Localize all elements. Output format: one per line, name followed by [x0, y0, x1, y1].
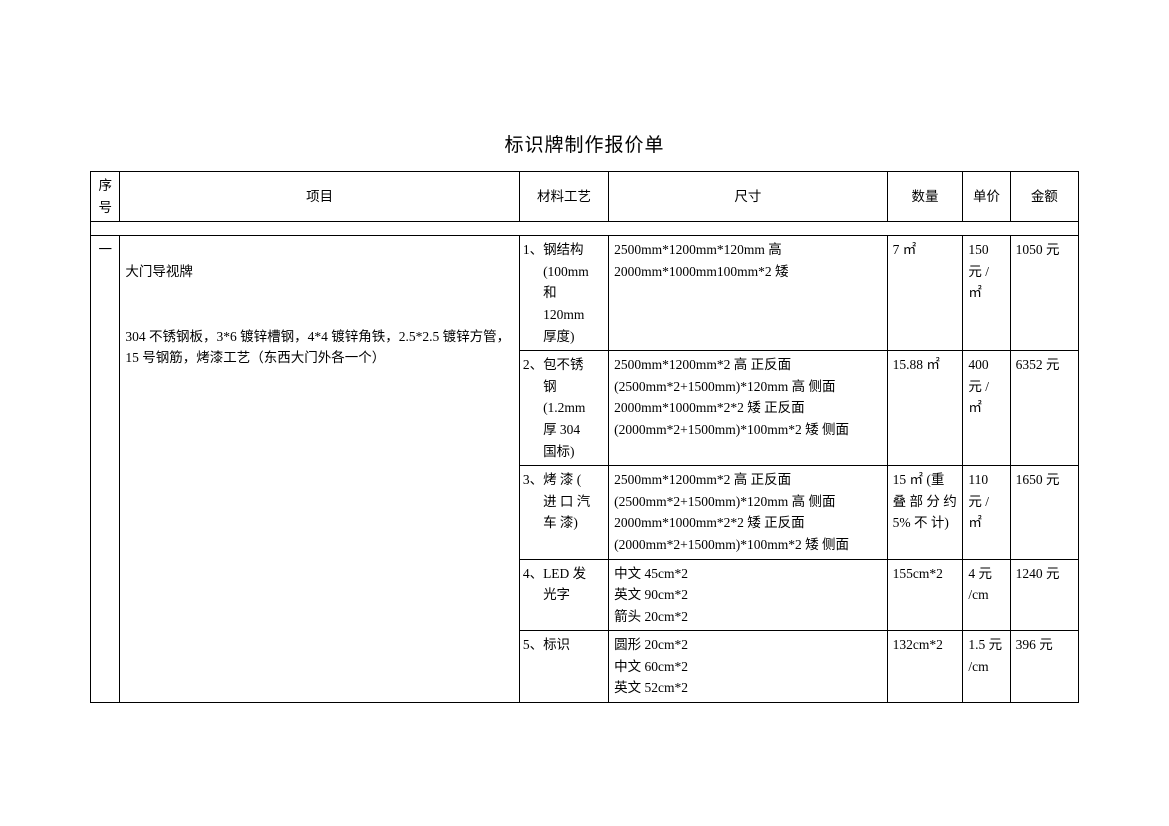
quote-table: 序号 项目 材料工艺 尺寸 数量 单价 金额 一 大门导视牌 304 不锈钢板，… — [90, 171, 1079, 703]
mat-text: 包不锈钢 (1.2mm 厚 304 国标) — [543, 354, 591, 462]
table-row: 一 大门导视牌 304 不锈钢板，3*6 镀锌槽钢，4*4 镀锌角铁，2.5*2… — [91, 236, 1079, 351]
header-seq: 序号 — [91, 172, 120, 222]
header-size: 尺寸 — [609, 172, 888, 222]
cell-size: 中文 45cm*2 英文 90cm*2 箭头 20cm*2 — [609, 559, 888, 631]
cell-material: 3、烤 漆 ( 进 口 汽 车 漆) — [519, 466, 608, 559]
cell-material: 5、标识 — [519, 631, 608, 703]
mat-num: 2、 — [523, 354, 543, 376]
mat-text: 烤 漆 ( 进 口 汽 车 漆) — [543, 469, 591, 534]
page-title: 标识牌制作报价单 — [90, 130, 1079, 157]
cell-material: 2、包不锈钢 (1.2mm 厚 304 国标) — [519, 351, 608, 466]
mat-text: LED 发光字 — [543, 563, 591, 606]
mat-text: 钢结构 (100mm 和 120mm 厚度) — [543, 239, 591, 347]
item-line2: 304 不锈钢板，3*6 镀锌槽钢，4*4 镀锌角铁，2.5*2.5 镀锌方管，… — [125, 329, 510, 366]
cell-price: 110 元 / ㎡ — [963, 466, 1010, 559]
cell-qty: 15 ㎡ (重 叠 部 分 约 5% 不 计) — [887, 466, 963, 559]
mat-num: 3、 — [523, 469, 543, 491]
cell-price: 150 元 / ㎡ — [963, 236, 1010, 351]
header-item: 项目 — [120, 172, 519, 222]
cell-amount: 1050 元 — [1010, 236, 1078, 351]
cell-amount: 1240 元 — [1010, 559, 1078, 631]
cell-amount: 396 元 — [1010, 631, 1078, 703]
table-header-row: 序号 项目 材料工艺 尺寸 数量 单价 金额 — [91, 172, 1079, 222]
cell-qty: 7 ㎡ — [887, 236, 963, 351]
cell-price: 1.5 元 /cm — [963, 631, 1010, 703]
mat-num: 5、 — [523, 634, 543, 656]
cell-price: 4 元 /cm — [963, 559, 1010, 631]
spacer-row — [91, 222, 1079, 236]
mat-num: 1、 — [523, 239, 543, 261]
item-line1: 大门导视牌 — [125, 264, 193, 279]
header-price: 单价 — [963, 172, 1010, 222]
cell-price: 400 元 / ㎡ — [963, 351, 1010, 466]
cell-amount: 1650 元 — [1010, 466, 1078, 559]
cell-size: 2500mm*1200mm*2 高 正反面 (2500mm*2+1500mm)*… — [609, 466, 888, 559]
mat-text: 标识 — [543, 634, 591, 656]
cell-material: 4、 LED 发光字 — [519, 559, 608, 631]
cell-seq: 一 — [91, 236, 120, 703]
mat-num: 4、 — [523, 563, 543, 585]
cell-qty: 132cm*2 — [887, 631, 963, 703]
cell-material: 1、钢结构 (100mm 和 120mm 厚度) — [519, 236, 608, 351]
cell-item: 大门导视牌 304 不锈钢板，3*6 镀锌槽钢，4*4 镀锌角铁，2.5*2.5… — [120, 236, 519, 703]
cell-size: 圆形 20cm*2 中文 60cm*2 英文 52cm*2 — [609, 631, 888, 703]
cell-size: 2500mm*1200mm*2 高 正反面 (2500mm*2+1500mm)*… — [609, 351, 888, 466]
cell-qty: 155cm*2 — [887, 559, 963, 631]
header-qty: 数量 — [887, 172, 963, 222]
header-material: 材料工艺 — [519, 172, 608, 222]
header-amount: 金额 — [1010, 172, 1078, 222]
cell-qty: 15.88 ㎡ — [887, 351, 963, 466]
cell-size: 2500mm*1200mm*120mm 高 2000mm*1000mm100mm… — [609, 236, 888, 351]
cell-amount: 6352 元 — [1010, 351, 1078, 466]
